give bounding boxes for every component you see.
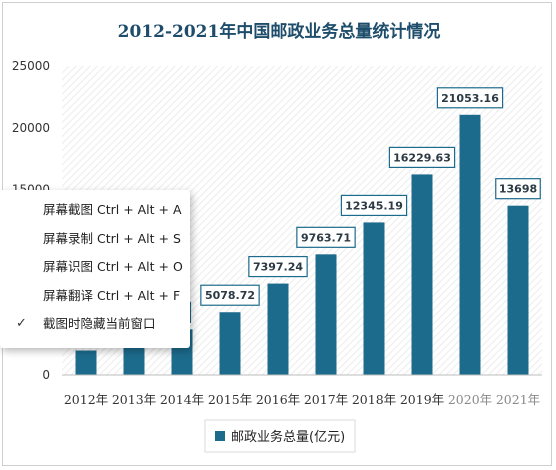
data-label: 9763.71 [301,231,351,244]
menu-item-screenshot[interactable]: 屏幕截图 Ctrl + Alt + A [0,196,190,225]
menu-item-hide-window[interactable]: ✓ 截图时隐藏当前窗口 [0,310,190,339]
menu-item-label: 截图时隐藏当前窗口 [43,316,156,331]
y-tick-label: 20000 [12,121,50,135]
data-label-box [388,146,456,169]
x-tick-label: 2019年 [400,392,444,407]
legend-label: 邮政业务总量(亿元) [231,429,345,445]
data-label: 16229.63 [393,151,451,164]
x-tick-label: 2015年 [208,392,252,407]
menu-item-label: 屏幕翻译 Ctrl + Alt + F [43,287,181,303]
bar [315,254,337,375]
chart-title: 2012-2021年中国邮政业务总量统计情况 [118,21,441,42]
data-label: 21053.16 [441,92,499,105]
x-tick-label: 2013年 [112,392,156,407]
bar [507,205,529,375]
context-menu: 屏幕截图 Ctrl + Alt + A 屏幕录制 Ctrl + Alt + S … [0,190,190,348]
menu-item-label: 屏幕录制 Ctrl + Alt + S [43,230,181,246]
bar [267,283,289,375]
bar [363,222,385,375]
bar [219,312,241,375]
checkmark-icon: ✓ [16,316,27,331]
data-label: 5078.72 [205,289,255,302]
x-tick-label: 2012年 [64,392,108,407]
x-tick-label: 2020年 [448,392,492,407]
bar [75,350,97,375]
bar [123,341,145,375]
menu-item-screen-ocr[interactable]: 屏幕识图 Ctrl + Alt + O [0,253,190,282]
x-axis: 2012年 2013年 2014年 2015年 2016年 2017年 2018年 2019年… [62,374,542,407]
y-tick-label: 25000 [12,59,50,73]
x-tick-label: 2018年 [352,392,396,407]
data-label-box [495,178,541,200]
legend: 邮政业务总量(亿元) [204,419,356,453]
data-label: 7397.24 [253,261,303,274]
menu-item-screen-record[interactable]: 屏幕录制 Ctrl + Alt + S [0,225,190,254]
y-tick-label: 0 [42,368,50,382]
bar [459,114,481,375]
x-tick-label: 2016年 [256,392,300,407]
data-label-box [296,226,356,248]
data-label: 13698 [499,183,537,196]
legend-frame [204,419,356,453]
data-label-box [436,87,504,109]
menu-item-label: 屏幕截图 Ctrl + Alt + A [43,202,182,217]
menu-item-label: 屏幕识图 Ctrl + Alt + O [43,259,183,274]
data-label-box [200,284,260,306]
data-labels: 85078.727397.249763.7112345.1916229.6321… [172,87,541,323]
bars [75,114,529,375]
data-label: 12345.19 [345,199,403,212]
bar [411,174,433,375]
x-tick-label: 2014年 [160,392,204,407]
data-label-box [248,255,308,278]
legend-swatch [215,431,225,441]
data-label-box [340,194,408,217]
x-tick-label: 2021年 [496,392,540,407]
menu-item-screen-translate[interactable]: 屏幕翻译 Ctrl + Alt + F [0,282,190,311]
x-tick-label: 2017年 [304,392,348,407]
